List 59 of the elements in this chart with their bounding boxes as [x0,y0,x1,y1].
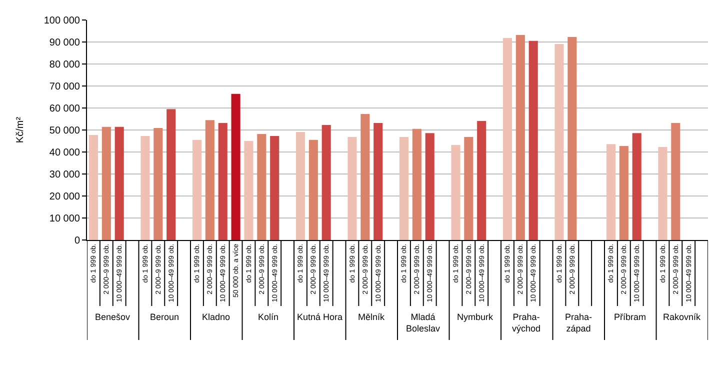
bar [140,136,150,240]
y-tick-label: 90 000 [49,38,80,48]
y-tick-label: 10 000 [49,214,80,224]
bar [477,120,486,240]
bar [244,141,254,240]
bar [308,140,318,240]
bar [374,122,383,240]
text: Praha-východ [512,312,541,334]
bar [554,44,564,240]
bar [348,137,357,240]
bar [114,126,124,240]
bar [231,94,240,240]
text: Kladno [202,312,230,322]
bar [88,135,98,240]
bar [502,38,512,240]
bar [619,146,628,240]
text: Mělník [358,312,386,322]
bar [516,34,525,240]
y-axis-title: Kč/m² [14,116,26,144]
text: Příbram [614,312,646,322]
bar [464,137,474,240]
text: Praha-západ [565,312,592,334]
y-tick-label: 40 000 [49,148,80,158]
bar [606,144,616,240]
text: Benešov [95,312,131,322]
text: Kolín [258,312,279,322]
bar [658,146,668,240]
bar [671,122,680,240]
bar [568,36,577,240]
y-tick-label: 80 000 [49,60,80,70]
text: Kutná Hora [297,312,343,322]
bar [296,132,305,240]
text: Nymburk [457,312,494,322]
y-tick-label: 50 000 [49,126,80,136]
bar [399,137,408,240]
bar [154,128,163,240]
text: Mladá Boleslav [406,312,441,334]
y-tick-label: 100 000 [44,16,80,26]
bar [205,120,214,240]
y-tick-label: 70 000 [49,82,80,92]
y-tick-label: 0 [74,236,80,246]
bar [102,126,111,240]
bar [528,40,538,240]
y-tick-label: 60 000 [49,104,80,114]
bar [270,136,280,240]
bar [412,128,422,240]
bar [166,109,176,240]
y-tick-label: 20 000 [49,192,80,202]
text: Rakovník [663,312,702,322]
bar [192,140,202,240]
bar [257,134,266,240]
bar [360,114,370,240]
bar [218,122,228,240]
bar [451,144,460,240]
y-tick-label: 30 000 [49,170,80,180]
bar [632,133,642,240]
bar [425,133,434,240]
text: Beroun [150,312,180,322]
bar [322,124,331,240]
